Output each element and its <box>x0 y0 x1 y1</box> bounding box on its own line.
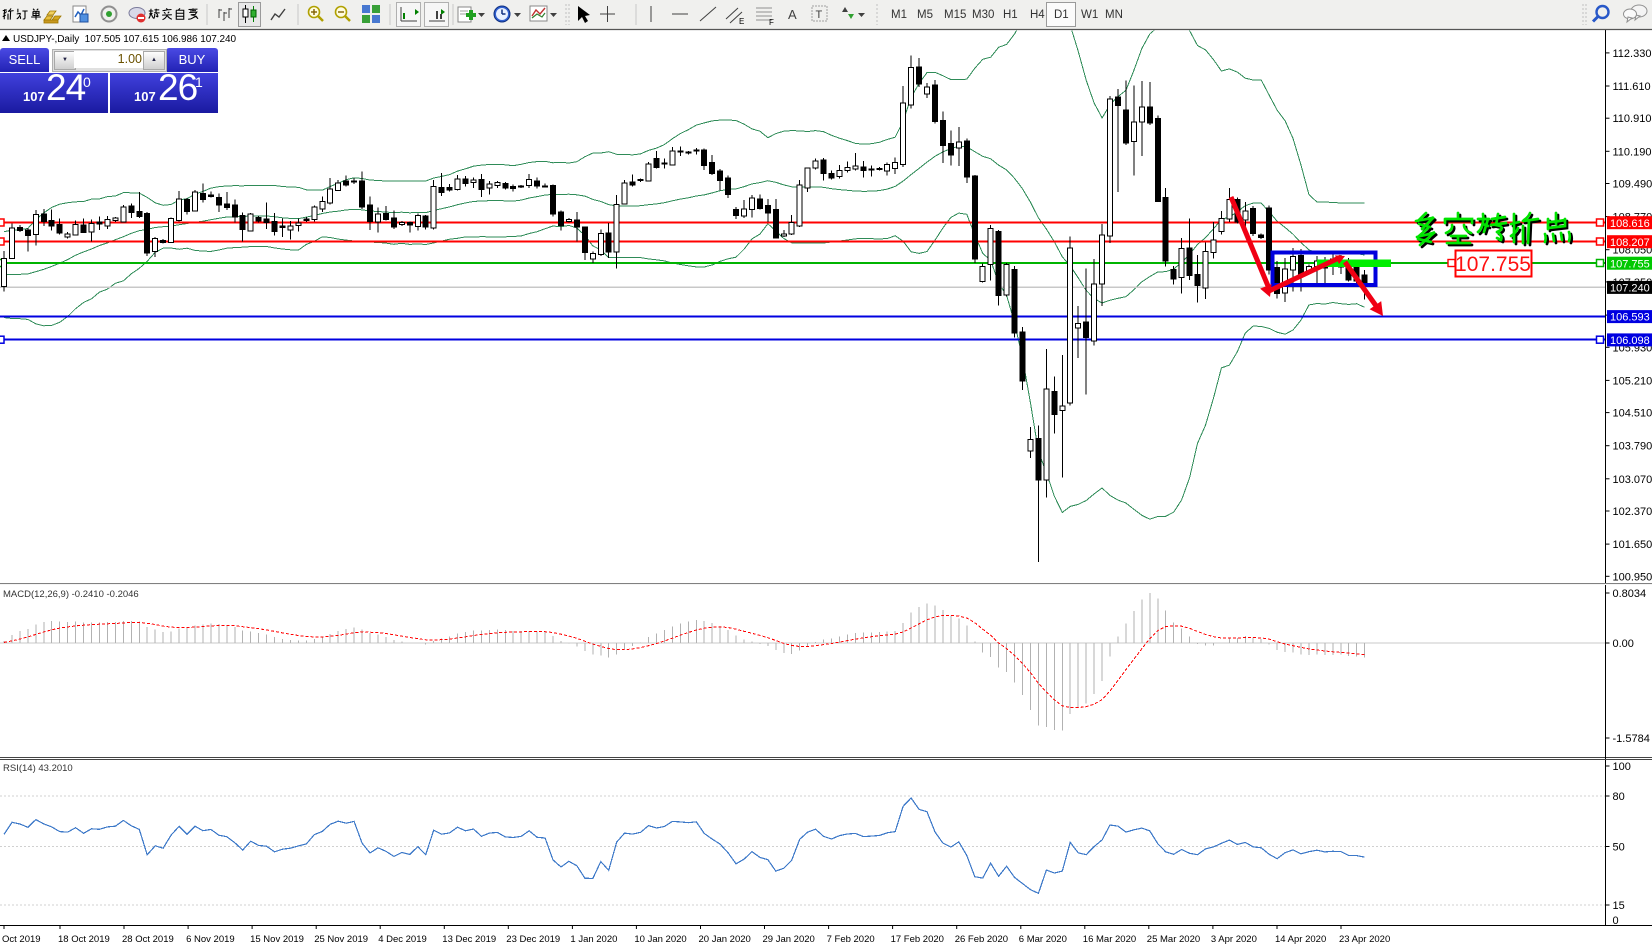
svg-text:6 Nov 2019: 6 Nov 2019 <box>186 934 235 945</box>
svg-text:109.490: 109.490 <box>1613 179 1652 191</box>
svg-text:-1.5784: -1.5784 <box>1613 733 1650 745</box>
svg-text:14 Apr 2020: 14 Apr 2020 <box>1275 934 1326 945</box>
svg-text:1 Jan 2020: 1 Jan 2020 <box>570 934 617 945</box>
svg-text:M5: M5 <box>917 9 933 21</box>
svg-text:103.790: 103.790 <box>1613 441 1652 453</box>
svg-text:101.650: 101.650 <box>1613 539 1652 551</box>
svg-text:6 Mar 2020: 6 Mar 2020 <box>1019 934 1067 945</box>
svg-text:4 Dec 2019: 4 Dec 2019 <box>378 934 427 945</box>
svg-text:18 Oct 2019: 18 Oct 2019 <box>58 934 110 945</box>
svg-text:80: 80 <box>1613 791 1625 803</box>
svg-text:MN: MN <box>1105 9 1123 21</box>
svg-text:108.207: 108.207 <box>1610 237 1650 249</box>
svg-text:D1: D1 <box>1054 9 1069 21</box>
svg-text:100: 100 <box>1613 761 1631 773</box>
svg-text:W1: W1 <box>1081 9 1098 21</box>
svg-text:13 Dec 2019: 13 Dec 2019 <box>442 934 496 945</box>
svg-text:107.240: 107.240 <box>1610 283 1650 295</box>
svg-text:106.593: 106.593 <box>1610 312 1650 324</box>
svg-text:23 Dec 2019: 23 Dec 2019 <box>506 934 560 945</box>
svg-text:M15: M15 <box>944 9 966 21</box>
svg-text:Oct 2019: Oct 2019 <box>2 934 41 945</box>
svg-text:107.755: 107.755 <box>1610 258 1650 270</box>
svg-text:7 Feb 2020: 7 Feb 2020 <box>827 934 875 945</box>
svg-text:25 Mar 2020: 25 Mar 2020 <box>1147 934 1200 945</box>
svg-text:100.950: 100.950 <box>1613 571 1652 583</box>
svg-text:105.210: 105.210 <box>1613 375 1652 387</box>
svg-text:F: F <box>769 18 774 27</box>
svg-text:0.00: 0.00 <box>1613 638 1634 650</box>
svg-text:28 Oct 2019: 28 Oct 2019 <box>122 934 174 945</box>
svg-text:MACD(12,26,9) -0.2410 -0.2046: MACD(12,26,9) -0.2410 -0.2046 <box>3 589 139 600</box>
svg-text:50: 50 <box>1613 842 1625 854</box>
svg-text:102.370: 102.370 <box>1613 506 1652 518</box>
svg-text:112.330: 112.330 <box>1613 48 1652 60</box>
svg-text:23 Apr 2020: 23 Apr 2020 <box>1339 934 1390 945</box>
svg-text:H1: H1 <box>1003 9 1018 21</box>
svg-text:107.755: 107.755 <box>1455 253 1531 276</box>
svg-text:T: T <box>816 9 823 21</box>
svg-text:0.8034: 0.8034 <box>1613 588 1647 600</box>
svg-text:110.910: 110.910 <box>1613 113 1652 125</box>
svg-text:H4: H4 <box>1030 9 1045 21</box>
svg-text:3 Apr 2020: 3 Apr 2020 <box>1211 934 1257 945</box>
svg-text:20 Jan 2020: 20 Jan 2020 <box>699 934 751 945</box>
svg-text:15: 15 <box>1613 900 1625 912</box>
svg-text:25 Nov 2019: 25 Nov 2019 <box>314 934 368 945</box>
svg-text:M1: M1 <box>891 9 907 21</box>
svg-text:E: E <box>739 17 744 26</box>
svg-text:A: A <box>788 7 797 22</box>
svg-text:103.070: 103.070 <box>1613 474 1652 486</box>
svg-text:10 Jan 2020: 10 Jan 2020 <box>634 934 686 945</box>
svg-text:16 Mar 2020: 16 Mar 2020 <box>1083 934 1136 945</box>
svg-text:108.616: 108.616 <box>1610 218 1650 230</box>
svg-text:104.510: 104.510 <box>1613 408 1652 420</box>
svg-text:15 Nov 2019: 15 Nov 2019 <box>250 934 304 945</box>
svg-text:111.610: 111.610 <box>1613 81 1651 93</box>
svg-text:106.098: 106.098 <box>1610 335 1650 347</box>
svg-text:0: 0 <box>1613 915 1619 927</box>
svg-text:29 Jan 2020: 29 Jan 2020 <box>763 934 815 945</box>
svg-text:17 Feb 2020: 17 Feb 2020 <box>891 934 944 945</box>
svg-text:USDJPY-,Daily 107.505 107.615: USDJPY-,Daily 107.505 107.615 106.986 10… <box>13 34 237 45</box>
svg-text:RSI(14) 43.2010: RSI(14) 43.2010 <box>3 763 73 774</box>
svg-text:26 Feb 2020: 26 Feb 2020 <box>955 934 1008 945</box>
svg-text:M30: M30 <box>972 9 994 21</box>
svg-text:110.190: 110.190 <box>1613 146 1652 158</box>
